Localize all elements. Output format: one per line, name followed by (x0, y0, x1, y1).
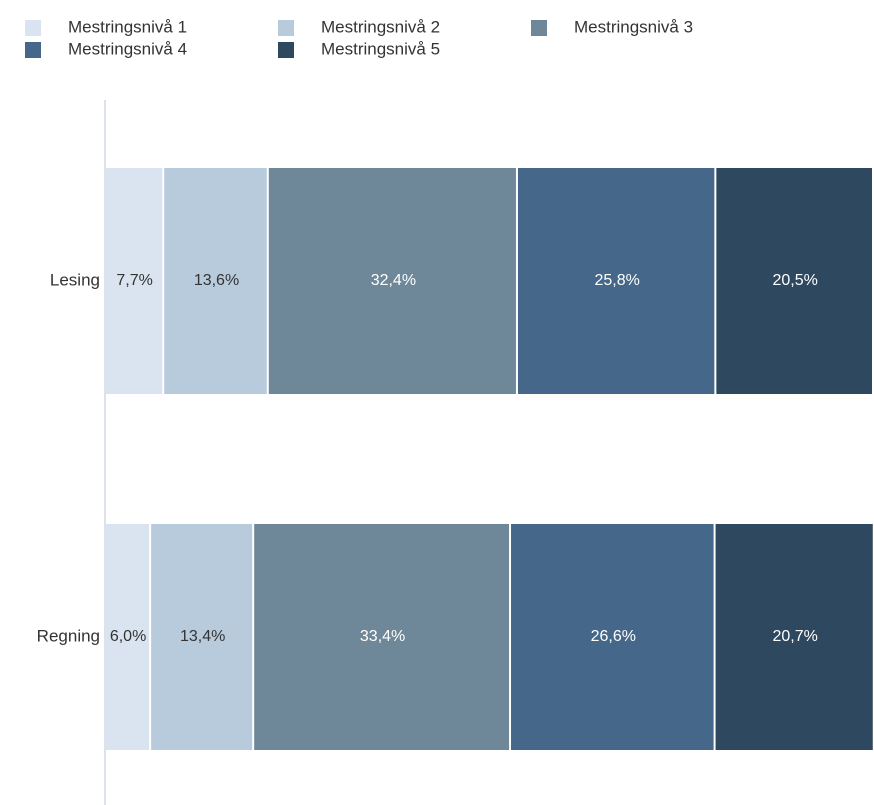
legend-label: Mestringsnivå 3 (574, 17, 693, 36)
legend-label: Mestringsnivå 4 (68, 39, 187, 58)
bar-segment (105, 524, 150, 750)
data-label: 6,0% (110, 628, 146, 645)
bar-segment (517, 168, 715, 394)
legend-swatch (278, 42, 294, 58)
data-label: 25,8% (594, 272, 639, 289)
bar-segment (105, 168, 163, 394)
category-label: Lesing (50, 270, 100, 289)
legend-label: Mestringsnivå 5 (321, 39, 440, 58)
bar-segment (151, 524, 253, 750)
bar-segment (716, 168, 872, 394)
bar-segment (164, 168, 267, 394)
bar-segment (254, 524, 510, 750)
legend-label: Mestringsnivå 1 (68, 17, 187, 36)
legend-swatch (25, 20, 41, 36)
data-label: 26,6% (591, 628, 636, 645)
data-label: 32,4% (371, 272, 416, 289)
legend-swatch (25, 42, 41, 58)
data-label: 33,4% (360, 628, 405, 645)
category-label: Regning (37, 626, 100, 645)
data-label: 13,4% (180, 628, 225, 645)
bar-segment (511, 524, 714, 750)
data-label: 13,6% (194, 272, 239, 289)
data-label: 7,7% (116, 272, 152, 289)
data-label: 20,5% (772, 272, 817, 289)
bar-segment (268, 168, 516, 394)
legend-label: Mestringsnivå 2 (321, 17, 440, 36)
bar-segment (715, 524, 873, 750)
data-label: 20,7% (772, 628, 817, 645)
legend-swatch (531, 20, 547, 36)
legend-swatch (278, 20, 294, 36)
